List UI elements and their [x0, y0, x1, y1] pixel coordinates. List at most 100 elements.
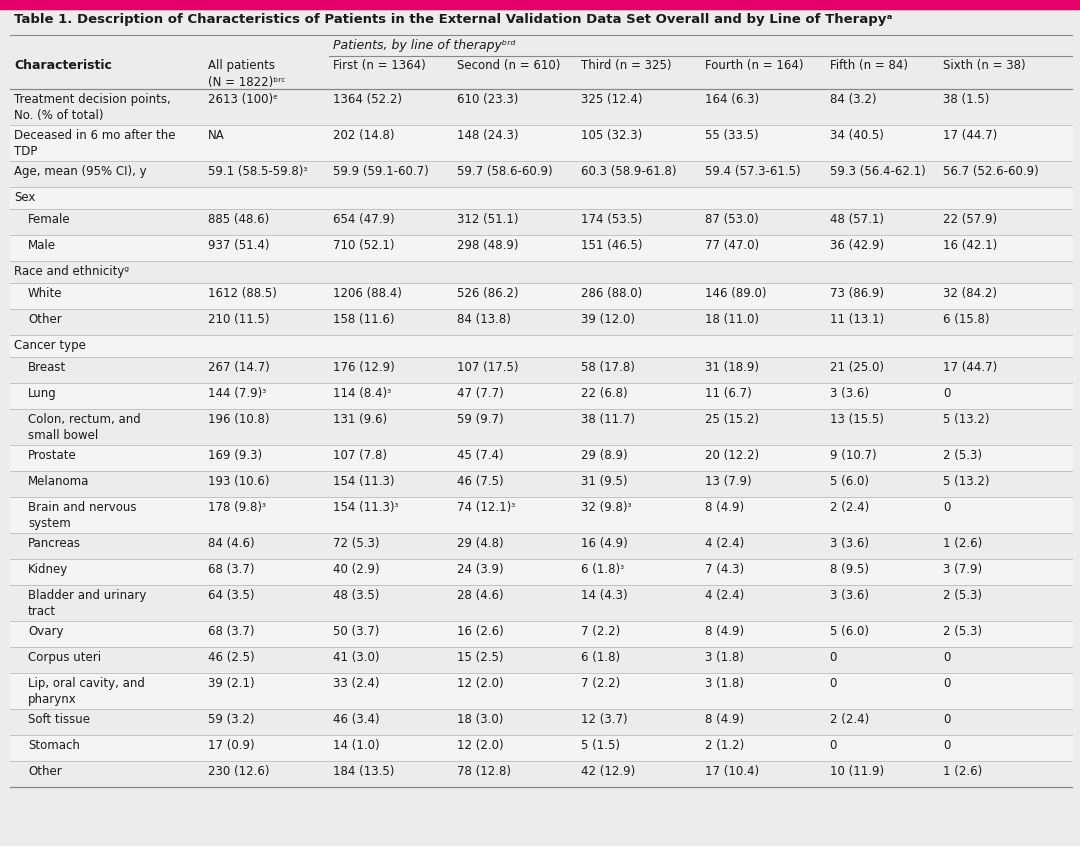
Text: 202 (14.8): 202 (14.8): [333, 129, 394, 142]
Text: 58 (17.8): 58 (17.8): [581, 361, 635, 374]
Text: 4 (2.4): 4 (2.4): [705, 537, 744, 550]
Text: Age, mean (95% CI), y: Age, mean (95% CI), y: [14, 165, 147, 178]
Text: 151 (46.5): 151 (46.5): [581, 239, 643, 252]
Text: 5 (13.2): 5 (13.2): [943, 475, 989, 488]
Text: 0: 0: [829, 651, 837, 664]
Text: Kidney: Kidney: [28, 563, 68, 576]
Text: 3 (1.8): 3 (1.8): [705, 677, 744, 690]
Bar: [10, 709, 1072, 735]
Text: 526 (86.2): 526 (86.2): [457, 287, 518, 300]
Text: 2 (2.4): 2 (2.4): [829, 713, 869, 726]
Text: 5 (13.2): 5 (13.2): [943, 413, 989, 426]
Text: 50 (3.7): 50 (3.7): [333, 625, 379, 638]
Text: 84 (3.2): 84 (3.2): [829, 93, 876, 106]
Text: 1 (2.6): 1 (2.6): [943, 765, 983, 778]
Text: 10 (11.9): 10 (11.9): [829, 765, 883, 778]
Text: 286 (88.0): 286 (88.0): [581, 287, 643, 300]
Text: 36 (42.9): 36 (42.9): [829, 239, 883, 252]
Text: 60.3 (58.9-61.8): 60.3 (58.9-61.8): [581, 165, 676, 178]
Text: Ovary: Ovary: [28, 625, 64, 638]
Text: 710 (52.1): 710 (52.1): [333, 239, 394, 252]
Text: 178 (9.8)ᶟ: 178 (9.8)ᶟ: [208, 501, 267, 514]
Text: 68 (3.7): 68 (3.7): [208, 625, 255, 638]
Text: 8 (4.9): 8 (4.9): [705, 713, 744, 726]
Text: Fourth (n = 164): Fourth (n = 164): [705, 59, 804, 72]
Text: 48 (3.5): 48 (3.5): [333, 589, 379, 602]
Text: 72 (5.3): 72 (5.3): [333, 537, 379, 550]
Text: 16 (2.6): 16 (2.6): [457, 625, 503, 638]
Text: 56.7 (52.6-60.9): 56.7 (52.6-60.9): [943, 165, 1039, 178]
Text: 16 (4.9): 16 (4.9): [581, 537, 627, 550]
Text: 107 (7.8): 107 (7.8): [333, 449, 387, 462]
Text: 33 (2.4): 33 (2.4): [333, 677, 379, 690]
Text: 230 (12.6): 230 (12.6): [208, 765, 270, 778]
Text: 59.9 (59.1-60.7): 59.9 (59.1-60.7): [333, 165, 429, 178]
Text: 41 (3.0): 41 (3.0): [333, 651, 379, 664]
Bar: [10, 187, 1072, 209]
Text: Prostate: Prostate: [28, 449, 77, 462]
Text: 937 (51.4): 937 (51.4): [208, 239, 270, 252]
Text: Race and ethnicityᵍ: Race and ethnicityᵍ: [14, 265, 130, 278]
Bar: [10, 735, 1072, 761]
Text: 74 (12.1)ᶟ: 74 (12.1)ᶟ: [457, 501, 515, 514]
Text: 18 (11.0): 18 (11.0): [705, 313, 759, 326]
Text: 14 (1.0): 14 (1.0): [333, 739, 379, 752]
Bar: [10, 209, 1072, 235]
Text: All patients
(N = 1822)ᵇʳᶜ: All patients (N = 1822)ᵇʳᶜ: [208, 59, 286, 89]
Text: 3 (3.6): 3 (3.6): [829, 387, 868, 400]
Text: 1 (2.6): 1 (2.6): [943, 537, 983, 550]
Text: 40 (2.9): 40 (2.9): [333, 563, 379, 576]
Text: 32 (84.2): 32 (84.2): [943, 287, 997, 300]
Text: 31 (18.9): 31 (18.9): [705, 361, 759, 374]
Text: 7 (2.2): 7 (2.2): [581, 625, 620, 638]
Text: 148 (24.3): 148 (24.3): [457, 129, 518, 142]
Text: 1612 (88.5): 1612 (88.5): [208, 287, 278, 300]
Text: 114 (8.4)ᶟ: 114 (8.4)ᶟ: [333, 387, 391, 400]
Text: 298 (48.9): 298 (48.9): [457, 239, 518, 252]
Text: Bladder and urinary
tract: Bladder and urinary tract: [28, 589, 147, 618]
Text: Lip, oral cavity, and
pharynx: Lip, oral cavity, and pharynx: [28, 677, 145, 706]
Text: 87 (53.0): 87 (53.0): [705, 213, 759, 226]
Text: 22 (57.9): 22 (57.9): [943, 213, 997, 226]
Text: 312 (51.1): 312 (51.1): [457, 213, 518, 226]
Text: 0: 0: [943, 387, 950, 400]
Text: 12 (2.0): 12 (2.0): [457, 677, 503, 690]
Text: 17 (10.4): 17 (10.4): [705, 765, 759, 778]
Text: 18 (3.0): 18 (3.0): [457, 713, 503, 726]
Text: 5 (6.0): 5 (6.0): [829, 625, 868, 638]
Text: 59 (3.2): 59 (3.2): [208, 713, 255, 726]
Text: 45 (7.4): 45 (7.4): [457, 449, 503, 462]
Text: 885 (48.6): 885 (48.6): [208, 213, 270, 226]
Text: 34 (40.5): 34 (40.5): [829, 129, 883, 142]
Text: 17 (44.7): 17 (44.7): [943, 361, 998, 374]
Text: 12 (2.0): 12 (2.0): [457, 739, 503, 752]
Text: White: White: [28, 287, 63, 300]
Text: 46 (3.4): 46 (3.4): [333, 713, 379, 726]
Bar: [10, 585, 1072, 621]
Text: 14 (4.3): 14 (4.3): [581, 589, 627, 602]
Text: 42 (12.9): 42 (12.9): [581, 765, 635, 778]
Text: 59.4 (57.3-61.5): 59.4 (57.3-61.5): [705, 165, 801, 178]
Text: 13 (7.9): 13 (7.9): [705, 475, 752, 488]
Text: 2 (2.4): 2 (2.4): [829, 501, 869, 514]
Text: Table 1. Description of Characteristics of Patients in the External Validation D: Table 1. Description of Characteristics …: [14, 13, 892, 26]
Text: Pancreas: Pancreas: [28, 537, 81, 550]
Text: 16 (42.1): 16 (42.1): [943, 239, 998, 252]
Text: 22 (6.8): 22 (6.8): [581, 387, 627, 400]
Text: Colon, rectum, and
small bowel: Colon, rectum, and small bowel: [28, 413, 140, 442]
Bar: [10, 673, 1072, 709]
Text: 4 (2.4): 4 (2.4): [705, 589, 744, 602]
Bar: [0, 0, 1080, 9]
Bar: [10, 309, 1072, 335]
Text: 39 (2.1): 39 (2.1): [208, 677, 255, 690]
Text: 31 (9.5): 31 (9.5): [581, 475, 627, 488]
Bar: [10, 533, 1072, 559]
Text: 144 (7.9)ᶟ: 144 (7.9)ᶟ: [208, 387, 267, 400]
Text: 2 (5.3): 2 (5.3): [943, 625, 982, 638]
Text: 9 (10.7): 9 (10.7): [829, 449, 876, 462]
Bar: [10, 445, 1072, 471]
Bar: [10, 621, 1072, 647]
Text: Cancer type: Cancer type: [14, 339, 86, 352]
Bar: [10, 497, 1072, 533]
Text: 107 (17.5): 107 (17.5): [457, 361, 518, 374]
